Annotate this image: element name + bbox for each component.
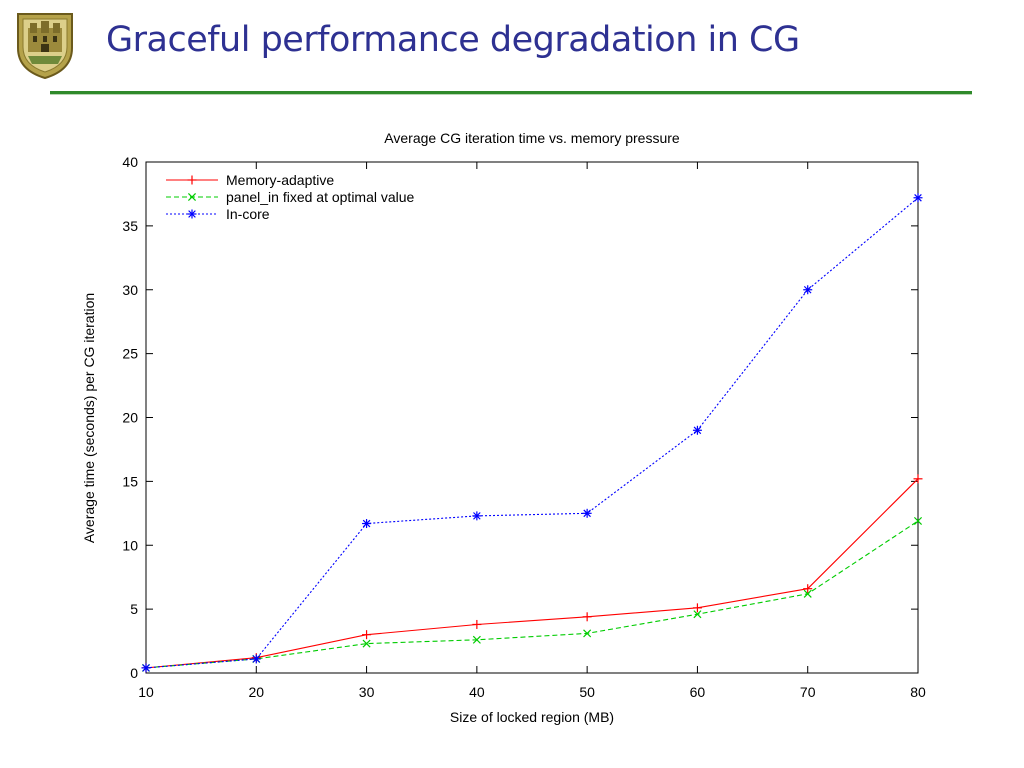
series-line-0 (145, 478, 919, 669)
x-tick-label: 40 (469, 684, 485, 700)
axes-layer: 0 5 10 15 20 25 30 35 40 10 20 30 40 50 60 70 80 (122, 154, 926, 700)
data-point (913, 516, 923, 526)
data-point (693, 610, 702, 619)
series-line-1 (145, 520, 919, 669)
y-tick-label: 10 (122, 537, 138, 553)
legend-label: Memory-adaptive (226, 172, 334, 188)
data-point (582, 612, 592, 622)
plot-frame (145, 161, 919, 674)
data-point (472, 511, 482, 521)
data-point (362, 630, 372, 640)
legend-marker (187, 209, 197, 219)
x-axis-label: Size of locked region (MB) (450, 709, 614, 725)
university-crest-icon (17, 13, 73, 80)
x-tick-label: 30 (359, 684, 375, 700)
y-tick-label: 5 (130, 601, 138, 617)
legend-marker (187, 175, 197, 185)
legend-entry: panel_in fixed at optimal value (166, 189, 415, 205)
x-tick-label: 70 (800, 684, 816, 700)
chart-title: Average CG iteration time vs. memory pre… (384, 130, 680, 146)
data-point (141, 663, 151, 673)
data-point (803, 589, 812, 598)
legend-label: In-core (226, 206, 270, 222)
y-tick-label: 30 (122, 282, 138, 298)
legend-entry: In-core (166, 206, 270, 222)
data-point (583, 629, 592, 638)
series-line-2 (145, 197, 919, 669)
y-tick-label: 35 (122, 218, 138, 234)
y-tick-label: 0 (130, 665, 138, 681)
x-tick-label: 60 (690, 684, 706, 700)
data-point (803, 285, 813, 295)
data-point (692, 603, 702, 613)
y-axis-label: Average time (seconds) per CG iteration (81, 293, 97, 543)
slide-title: Graceful performance degradation in CG (106, 20, 800, 60)
x-tick-label: 20 (248, 684, 264, 700)
legend-label: panel_in fixed at optimal value (226, 189, 415, 205)
legend-marker (187, 192, 197, 202)
data-point (582, 508, 592, 518)
y-tick-label: 15 (122, 473, 138, 489)
data-point (251, 654, 261, 664)
x-tick-label: 50 (579, 684, 595, 700)
series-layer (141, 193, 923, 673)
title-divider (50, 91, 972, 95)
data-point (362, 639, 371, 648)
data-point (913, 193, 923, 203)
legend-entry: Memory-adaptive (166, 172, 334, 188)
data-point (913, 474, 923, 484)
data-point (472, 635, 481, 644)
x-tick-label: 10 (138, 684, 154, 700)
x-tick-label: 80 (910, 684, 926, 700)
data-point (692, 425, 702, 435)
data-point (362, 519, 372, 529)
y-tick-label: 20 (122, 410, 138, 426)
y-tick-label: 40 (122, 154, 138, 170)
data-point (472, 619, 482, 629)
y-tick-label: 25 (122, 346, 138, 362)
data-point (803, 584, 813, 594)
